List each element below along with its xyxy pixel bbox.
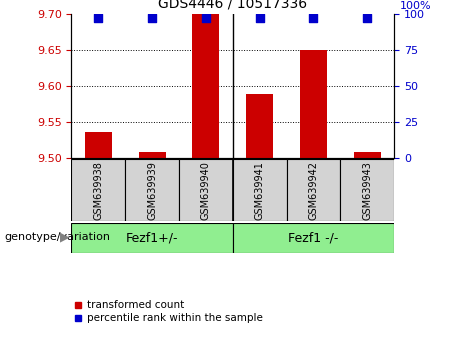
Text: ▶: ▶ — [60, 231, 70, 244]
Point — [310, 16, 317, 21]
Text: genotype/variation: genotype/variation — [5, 232, 111, 242]
Bar — [125, 159, 179, 221]
Text: GSM639938: GSM639938 — [93, 161, 103, 220]
Text: GSM639940: GSM639940 — [201, 161, 211, 220]
Bar — [246, 95, 273, 158]
Title: GDS4446 / 10517336: GDS4446 / 10517336 — [158, 0, 307, 10]
Text: Fezf1 -/-: Fezf1 -/- — [288, 232, 339, 245]
Point — [95, 16, 102, 21]
Text: Fezf1+/-: Fezf1+/- — [126, 232, 178, 245]
Text: GSM639942: GSM639942 — [308, 161, 319, 220]
Bar — [85, 132, 112, 158]
Text: GSM639941: GSM639941 — [254, 161, 265, 220]
Point — [256, 16, 263, 21]
Bar — [139, 152, 165, 158]
Text: 100%: 100% — [400, 1, 431, 11]
Bar — [233, 223, 394, 253]
Bar — [71, 223, 233, 253]
Text: GSM639943: GSM639943 — [362, 161, 372, 220]
Bar — [354, 152, 381, 158]
Point — [148, 16, 156, 21]
Bar — [340, 159, 394, 221]
Point — [202, 16, 210, 21]
Legend: transformed count, percentile rank within the sample: transformed count, percentile rank withi… — [70, 296, 267, 327]
Bar — [300, 50, 327, 158]
Point — [364, 16, 371, 21]
Bar — [233, 159, 287, 221]
Bar — [179, 159, 233, 221]
Bar — [193, 14, 219, 158]
Bar — [287, 159, 340, 221]
Bar — [71, 159, 125, 221]
Text: GSM639939: GSM639939 — [147, 161, 157, 220]
